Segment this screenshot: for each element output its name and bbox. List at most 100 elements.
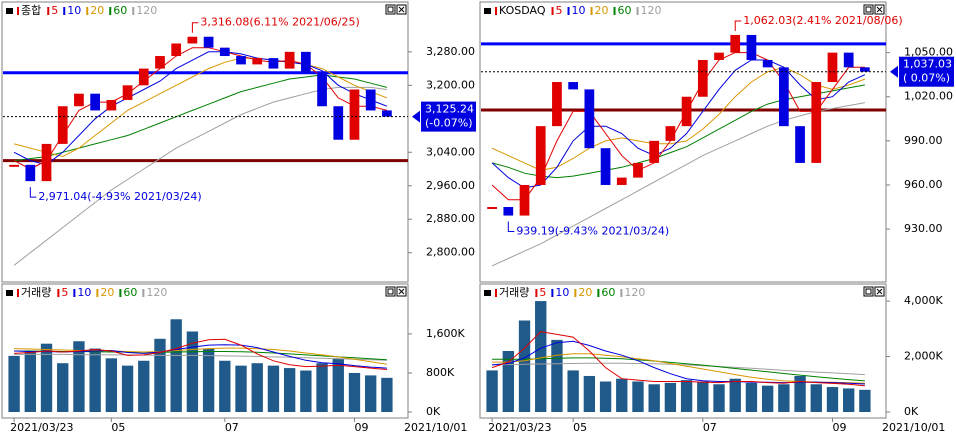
volume-bar xyxy=(810,384,822,412)
legend-marker xyxy=(119,289,122,297)
volume-bar xyxy=(616,378,628,412)
volume-bar xyxy=(138,360,150,412)
x-end-label: 2021/10/01 xyxy=(882,421,945,434)
x-tick-label: 07 xyxy=(703,421,717,434)
min-marker xyxy=(29,187,37,198)
legend-marker xyxy=(17,289,19,297)
ma-line xyxy=(491,66,866,171)
volume-bar xyxy=(826,387,839,412)
y-tick-label: 930.00 xyxy=(904,222,943,235)
volume-bar xyxy=(599,381,612,412)
candle xyxy=(25,164,36,182)
volume-bar xyxy=(24,351,36,412)
volume-bar xyxy=(251,363,263,412)
candle xyxy=(843,52,854,68)
legend-marker xyxy=(551,7,554,15)
last-price-box xyxy=(899,56,954,87)
x-tick-label: 09 xyxy=(832,421,846,434)
volume-bar xyxy=(300,370,312,412)
y-tick-label: 4,000K xyxy=(904,294,943,307)
legend-marker xyxy=(597,289,600,297)
legend-entry: 5 xyxy=(539,286,546,299)
maximize-button[interactable] xyxy=(863,286,874,297)
ma-line xyxy=(491,52,865,201)
max-label: 3,316.08(6.11% 2021/06/25) xyxy=(200,16,359,29)
candle xyxy=(90,93,101,111)
legend-entry: 120 xyxy=(136,4,157,17)
close-icon xyxy=(876,288,883,295)
legend-marker xyxy=(574,289,577,297)
x-tick-label: 07 xyxy=(225,421,239,434)
legend-marker xyxy=(535,289,538,297)
candle xyxy=(203,36,214,48)
candle xyxy=(860,67,870,72)
volume-bar xyxy=(73,341,85,412)
candle xyxy=(382,110,392,117)
volume-bar xyxy=(761,385,774,412)
legend-entry: 10 xyxy=(77,286,91,299)
maximize-button[interactable] xyxy=(863,4,874,15)
maximize-icon xyxy=(865,288,872,295)
y-tick-label: 3,040.00 xyxy=(426,145,475,158)
candle xyxy=(487,207,497,210)
candle xyxy=(762,59,773,68)
legend-entry: 10 xyxy=(67,4,81,17)
volume-bar xyxy=(535,301,547,412)
ma-line xyxy=(14,347,387,365)
volume-bar xyxy=(859,389,871,412)
volume-bar xyxy=(219,360,231,412)
y-tick-label: 1,050.00 xyxy=(904,46,953,59)
candle xyxy=(616,177,627,185)
volume-bar xyxy=(267,365,280,412)
candle xyxy=(9,164,19,167)
legend-title: KOSDAQ xyxy=(499,4,546,17)
candle xyxy=(552,82,562,127)
legend-marker xyxy=(590,7,593,15)
max-marker xyxy=(191,22,199,33)
volume-bar xyxy=(202,348,215,412)
last-price-arrow xyxy=(890,65,898,78)
candle xyxy=(811,82,822,163)
candle xyxy=(535,126,546,185)
candle xyxy=(317,72,327,107)
candle xyxy=(778,67,789,127)
volume-bar xyxy=(105,358,118,412)
candle xyxy=(171,43,182,57)
candle xyxy=(633,162,643,178)
volume-bar xyxy=(121,365,134,412)
volume-bar xyxy=(632,381,644,412)
legend-marker xyxy=(620,289,623,297)
candle xyxy=(74,93,84,107)
ma-line xyxy=(491,331,865,387)
volume-bar xyxy=(332,358,344,412)
candle xyxy=(795,126,805,163)
candle xyxy=(333,106,344,140)
volume-bar xyxy=(697,381,709,412)
volume-bar xyxy=(680,380,693,412)
legend-marker xyxy=(567,7,570,15)
candle xyxy=(155,56,165,69)
legend-title: 종합 xyxy=(21,4,41,17)
y-tick-label: 2,800.00 xyxy=(426,246,475,259)
ma-line xyxy=(14,338,387,370)
candle xyxy=(187,36,198,44)
volume-bar xyxy=(551,339,563,412)
ma-line xyxy=(492,340,865,385)
x-tick-label: 05 xyxy=(111,421,125,434)
legend-entry: 20 xyxy=(90,4,104,17)
legend-entry: 10 xyxy=(555,286,569,299)
y-tick-label: 2,960.00 xyxy=(426,179,475,192)
legend-title: 거래량 xyxy=(21,286,51,299)
y-tick-label: 3,200.00 xyxy=(426,78,475,91)
legend-marker xyxy=(109,7,112,15)
legend-entry: 60 xyxy=(618,4,632,17)
maximize-button[interactable] xyxy=(385,286,396,297)
ma-line xyxy=(491,102,865,267)
candle xyxy=(746,34,757,60)
candle xyxy=(41,143,52,182)
y-tick-label: 0K xyxy=(904,405,919,418)
legend-entry: 10 xyxy=(572,4,586,17)
legend-marker xyxy=(495,289,497,297)
maximize-button[interactable] xyxy=(385,4,396,15)
legend-entry: 20 xyxy=(595,4,609,17)
